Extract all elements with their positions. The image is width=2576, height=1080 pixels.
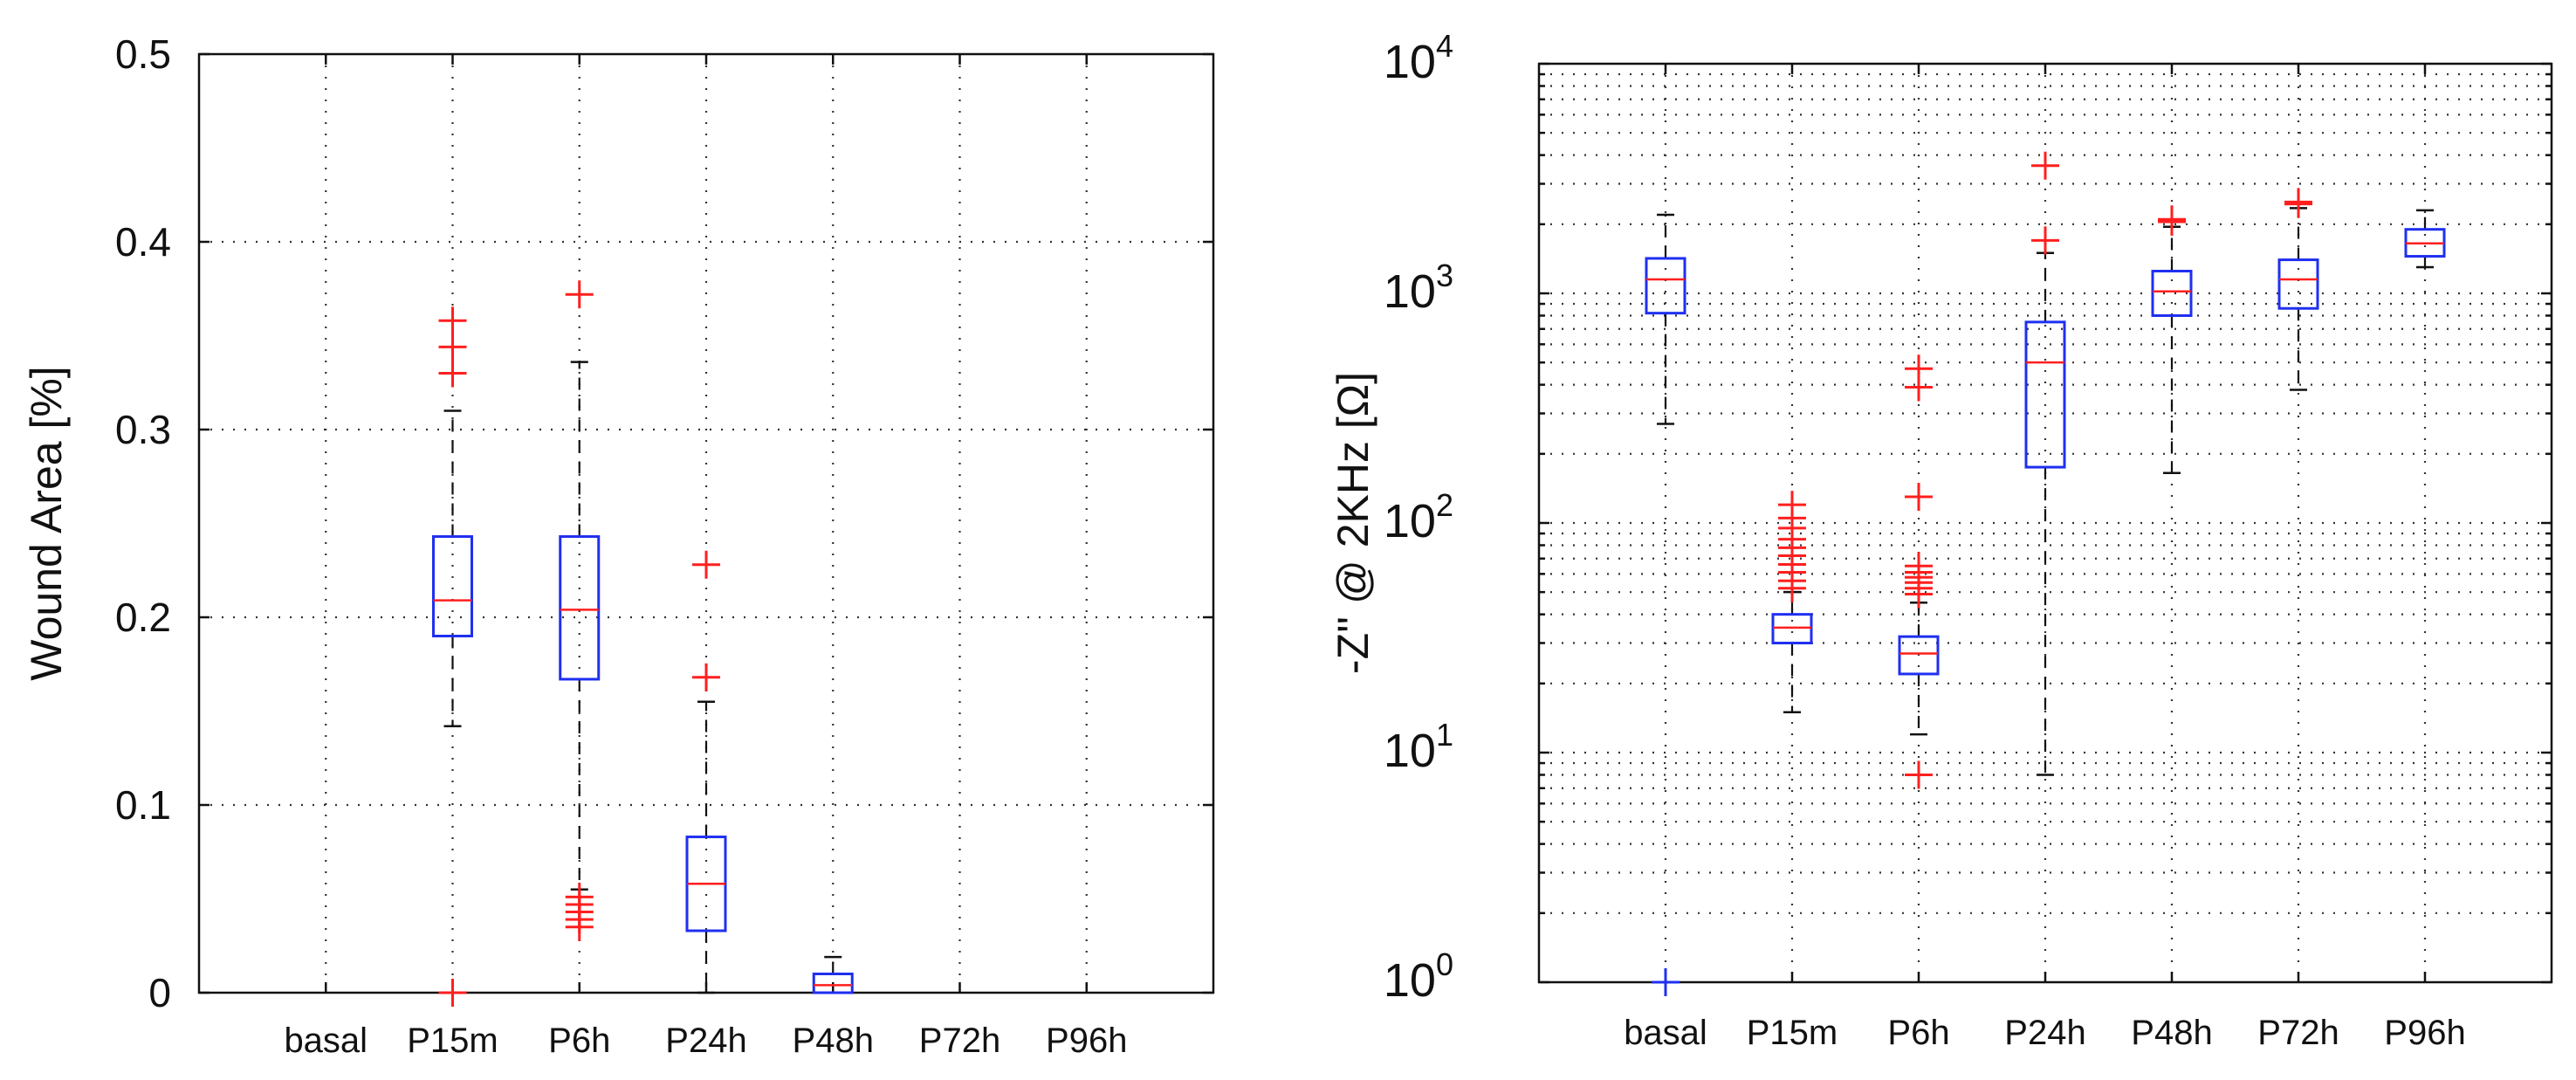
- outlier-point: [2158, 205, 2186, 234]
- box-p15m: [1771, 491, 1813, 713]
- y-tick-label: 0.5: [115, 31, 171, 77]
- box-p24h: [2024, 151, 2066, 776]
- box-p15m: [432, 306, 473, 1007]
- x-tick-label: P72h: [919, 1022, 1000, 1060]
- outlier-point: [692, 550, 720, 579]
- box-iqr: [1645, 257, 1686, 315]
- x-tick-label: P48h: [793, 1022, 874, 1060]
- x-tick-label: P24h: [2004, 1014, 2085, 1052]
- box-iqr: [2024, 320, 2066, 469]
- y-axis-label: Wound Area [%]: [22, 366, 71, 680]
- x-tick-label: P48h: [2131, 1014, 2212, 1052]
- y-tick-label: 101: [1384, 717, 1453, 777]
- wound-area-chart: 0 0.1 0.2 0.3 0.4 0.5 basal P15m P6h P24h P48h P72h…: [22, 31, 1215, 1060]
- y-tick-label: 0.3: [115, 407, 171, 452]
- outlier-point: [1905, 373, 1933, 402]
- box-p6h: [1898, 354, 1940, 789]
- box-basal: [1645, 213, 1686, 996]
- box-iqr: [432, 535, 473, 637]
- box-iqr: [2277, 258, 2319, 310]
- x-tick-label: P6h: [548, 1022, 610, 1060]
- y-tick-label: 0.4: [115, 219, 171, 265]
- y-tick-label: 0.2: [115, 595, 171, 640]
- box-p48h: [812, 955, 854, 994]
- x-tick-label: basal: [1624, 1014, 1707, 1052]
- box-p48h: [2151, 205, 2193, 475]
- outlier-point: [438, 306, 467, 335]
- y-axis-label: -Z'' @ 2KHz [Ω]: [1329, 372, 1377, 674]
- outlier-point-blue: [1652, 968, 1680, 996]
- y-tick-label: 102: [1384, 487, 1453, 547]
- y-tick-label: 0: [148, 970, 171, 1015]
- outlier-point: [692, 663, 720, 691]
- outlier-point: [2284, 188, 2312, 217]
- outlier-point: [1778, 574, 1806, 602]
- y-tick-label: 104: [1384, 28, 1453, 88]
- box-iqr: [812, 973, 854, 994]
- box-p72h: [2277, 188, 2319, 391]
- outlier-point: [565, 912, 594, 941]
- box-p24h: [685, 550, 727, 994]
- box-p96h: [2404, 209, 2446, 269]
- box-iqr: [2151, 270, 2193, 317]
- outlier-point: [438, 333, 467, 361]
- outlier-point: [565, 280, 594, 309]
- x-tick-label: P24h: [665, 1022, 746, 1060]
- x-tick-label: P6h: [1887, 1014, 1949, 1052]
- x-tick-label: P96h: [1046, 1022, 1127, 1060]
- x-tick-label: P15m: [1747, 1014, 1838, 1052]
- outlier-point: [438, 359, 467, 388]
- y-tick-label: 0.1: [115, 782, 171, 828]
- y-tick-label: 100: [1384, 946, 1453, 1007]
- impedance-chart: 100 101 102 103 104 basal P15m P6h P24h P48h P72h P…: [1329, 28, 2553, 1052]
- x-tick-label: basal: [284, 1022, 368, 1060]
- box-iqr: [559, 535, 601, 681]
- box-iqr: [1898, 635, 1940, 676]
- outlier-point: [438, 979, 467, 1007]
- x-tick-label: P72h: [2257, 1014, 2339, 1052]
- outlier-point: [1905, 483, 1933, 512]
- y-tick-label: 103: [1384, 258, 1453, 318]
- outlier-point: [1905, 580, 1933, 609]
- outlier-point: [2031, 151, 2059, 180]
- box-p6h: [559, 280, 601, 941]
- x-tick-label: P15m: [407, 1022, 498, 1060]
- outlier-point: [2031, 226, 2059, 255]
- x-tick-label: P96h: [2384, 1014, 2465, 1052]
- outlier-point: [1905, 760, 1933, 789]
